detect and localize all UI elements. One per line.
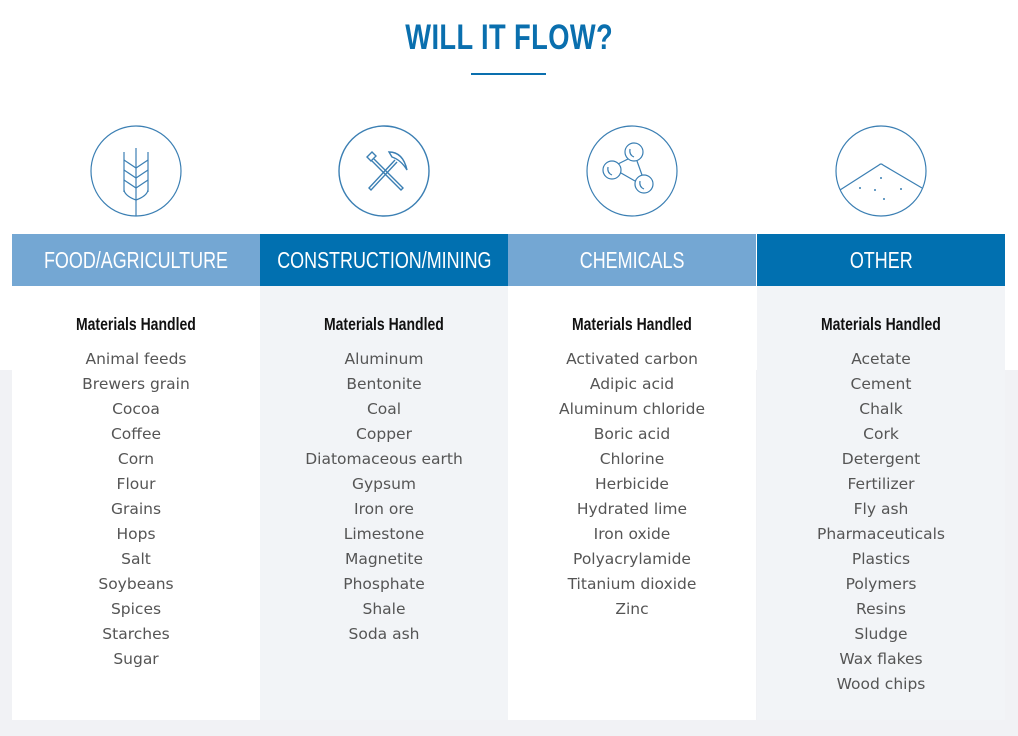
material-item: Coal	[366, 400, 402, 418]
material-item: Copper	[356, 425, 412, 443]
material-item: Cement	[850, 375, 912, 393]
material-item: Iron ore	[354, 500, 414, 518]
material-item: Soybeans	[98, 575, 174, 593]
category-label: CHEMICALS	[579, 246, 685, 273]
material-item: Titanium dioxide	[567, 575, 697, 593]
material-item: Brewers grain	[82, 375, 190, 393]
wheat-icon	[12, 124, 260, 218]
material-item: Coffee	[110, 425, 162, 443]
material-item: Pharmaceuticals	[816, 525, 946, 543]
material-item: Cork	[863, 425, 899, 443]
category-label: CONSTRUCTION/MINING	[276, 246, 492, 273]
material-item: Fertilizer	[847, 475, 915, 493]
material-item: Corn	[117, 450, 155, 468]
material-item: Spices	[110, 600, 162, 618]
material-item: Magnetite	[344, 550, 424, 568]
materials-heading-text: Materials Handled	[324, 314, 444, 334]
materials-heading-text: Materials Handled	[821, 314, 941, 334]
material-item: Zinc	[615, 600, 649, 618]
material-item: Fly ash	[853, 500, 909, 518]
material-item: Adipic acid	[589, 375, 675, 393]
materials-heading: Materials Handled	[757, 314, 1005, 335]
category-header[interactable]: CHEMICALS	[508, 234, 756, 286]
molecule-icon	[508, 124, 756, 218]
category-label: OTHER	[849, 246, 913, 273]
category-header[interactable]: OTHER	[757, 234, 1005, 286]
materials-list: Acetate Cement Chalk Cork Detergent Fertilize…	[757, 347, 1005, 697]
column-construction-mining: CONSTRUCTION/MINING Materials Handled Al…	[260, 125, 508, 720]
category-label: FOOD/AGRICULTURE	[43, 246, 229, 273]
material-item: Animal feeds	[85, 350, 187, 368]
material-item: Acetate	[851, 350, 911, 368]
materials-list: Aluminum Bentonite Coal Copper Diatomaceous …	[260, 347, 508, 647]
materials-list: Activated carbon Adipic acid Aluminum chlo…	[508, 347, 756, 622]
material-item: Sugar	[113, 650, 159, 668]
material-item: Resins	[856, 600, 906, 618]
powder-pile-icon	[757, 124, 1005, 218]
material-item: Wood chips	[836, 675, 926, 693]
material-item: Iron oxide	[593, 525, 671, 543]
material-item: Salt	[121, 550, 151, 568]
material-item: Sludge	[854, 625, 908, 643]
page-title-text: WILL IT FLOW?	[405, 18, 613, 57]
materials-heading-text: Materials Handled	[572, 314, 692, 334]
page-title: WILL IT FLOW?	[0, 18, 1018, 58]
materials-heading: Materials Handled	[508, 314, 756, 335]
column-other: OTHER Materials Handled Acetate Cement Cha…	[757, 125, 1005, 720]
material-item: Shale	[362, 600, 406, 618]
materials-heading: Materials Handled	[260, 314, 508, 335]
material-item: Starches	[102, 625, 170, 643]
materials-heading: Materials Handled	[12, 314, 260, 335]
material-item: Bentonite	[346, 375, 422, 393]
material-item: Phosphate	[343, 575, 425, 593]
materials-heading-text: Materials Handled	[76, 314, 196, 334]
column-chemicals: CHEMICALS Materials Handled Activated ca…	[508, 125, 756, 720]
material-item: Diatomaceous earth	[305, 450, 463, 468]
materials-list: Animal feeds Brewers grain Cocoa Coffee Corn…	[12, 347, 260, 672]
column-food-agriculture: FOOD/AGRICULTURE Materials Handled Anima…	[12, 125, 260, 720]
material-item: Aluminum	[344, 350, 424, 368]
material-item: Polyacrylamide	[573, 550, 691, 568]
material-item: Grains	[110, 500, 162, 518]
material-item: Hydrated lime	[576, 500, 688, 518]
material-item: Limestone	[343, 525, 425, 543]
material-item: Cocoa	[112, 400, 160, 418]
material-item: Gypsum	[351, 475, 417, 493]
hammer-pickaxe-icon	[260, 124, 508, 218]
material-item: Boric acid	[593, 425, 671, 443]
material-item: Activated carbon	[566, 350, 698, 368]
material-item: Polymers	[845, 575, 917, 593]
material-item: Wax flakes	[839, 650, 923, 668]
category-header[interactable]: CONSTRUCTION/MINING	[260, 234, 508, 286]
material-item: Soda ash	[348, 625, 420, 643]
material-item: Aluminum chloride	[558, 400, 705, 418]
material-item: Herbicide	[595, 475, 669, 493]
material-item: Hops	[116, 525, 156, 543]
title-divider	[471, 73, 546, 75]
material-item: Chlorine	[599, 450, 665, 468]
material-item: Chalk	[859, 400, 903, 418]
category-header[interactable]: FOOD/AGRICULTURE	[12, 234, 260, 286]
material-item: Flour	[116, 475, 156, 493]
material-item: Detergent	[841, 450, 921, 468]
material-item: Plastics	[851, 550, 911, 568]
